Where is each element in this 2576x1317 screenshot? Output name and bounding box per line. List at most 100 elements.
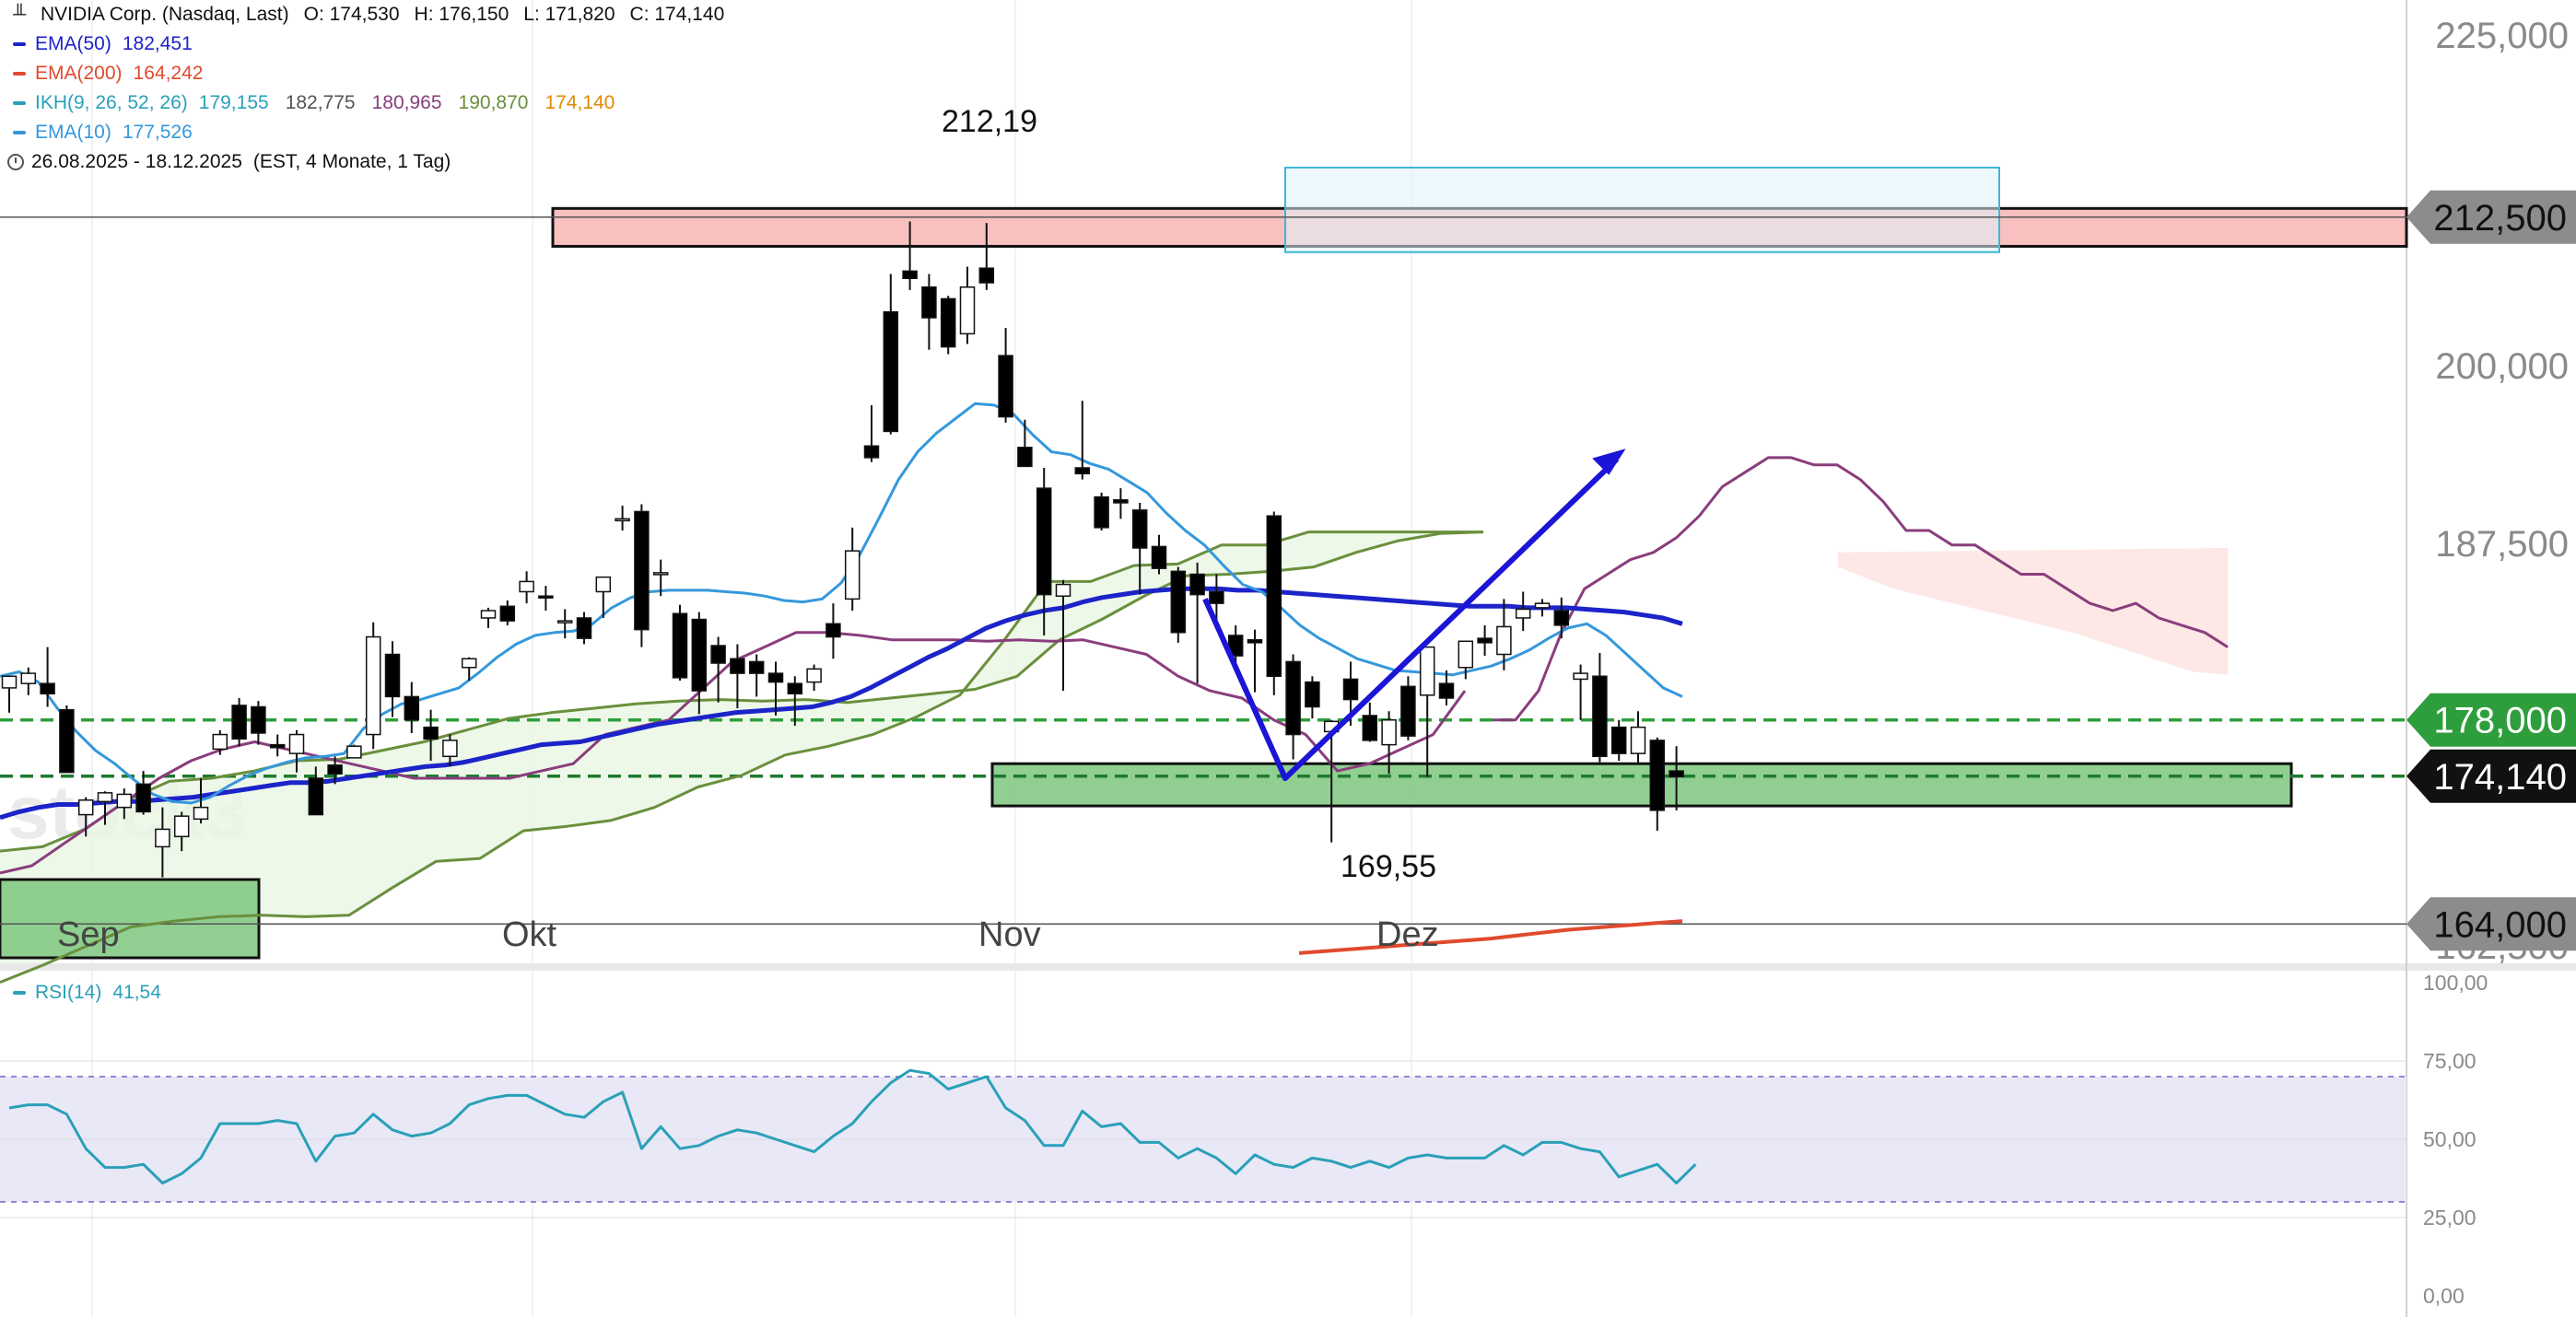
price-tag-label: 164,000 bbox=[2433, 904, 2567, 945]
rsi-y-tick: 25,00 bbox=[2423, 1206, 2476, 1230]
rsi-y-tick: 0,00 bbox=[2423, 1284, 2465, 1308]
price-tag: 212,500 bbox=[2406, 190, 2576, 244]
y-axis-tick: 187,500 bbox=[2435, 524, 2569, 565]
candle-body bbox=[1649, 740, 1666, 811]
candle-body bbox=[902, 270, 918, 280]
candle bbox=[921, 274, 937, 350]
arrow-head bbox=[1592, 449, 1626, 475]
candle-body bbox=[231, 705, 247, 740]
ikh-cloud-bear bbox=[1838, 548, 2228, 675]
candle-body bbox=[40, 682, 55, 694]
candle-body bbox=[767, 672, 784, 683]
candle-body bbox=[1266, 515, 1282, 678]
price-tag-label: 174,140 bbox=[2433, 757, 2567, 798]
indicator-row: EMA(10) 177,526 bbox=[0, 118, 829, 147]
candle-body bbox=[1610, 726, 1627, 754]
indicator-value: 182,451 bbox=[122, 33, 193, 54]
indicator-name: EMA(10) bbox=[35, 122, 111, 143]
candle-body bbox=[1113, 499, 1129, 504]
rsi-swatch bbox=[13, 991, 26, 995]
symbol-title: NVIDIA Corp. (Nasdaq, Last) bbox=[41, 4, 289, 25]
candle-body bbox=[1419, 646, 1435, 696]
candle bbox=[1170, 566, 1187, 643]
indicator-value: 164,242 bbox=[133, 63, 204, 84]
price-tag: 164,000 bbox=[2406, 897, 2576, 951]
candle-body bbox=[1189, 573, 1205, 596]
ikh-senkou-a-line bbox=[0, 530, 1484, 853]
x-axis-label: Okt bbox=[502, 915, 557, 954]
candle bbox=[384, 641, 401, 717]
ikh-cloud-bull bbox=[0, 531, 1483, 963]
candle-body bbox=[672, 612, 688, 679]
candle bbox=[288, 729, 305, 773]
indicator-swatch bbox=[13, 72, 26, 76]
candle bbox=[1, 675, 18, 713]
price-tag-bg bbox=[2406, 749, 2576, 803]
candle-body bbox=[135, 783, 151, 813]
support-zone-lower bbox=[0, 878, 261, 960]
candle-body bbox=[1305, 681, 1320, 708]
indicator-swatch bbox=[13, 42, 26, 46]
candle-body bbox=[461, 658, 477, 669]
candle-body bbox=[155, 828, 170, 848]
candle bbox=[212, 729, 228, 755]
candle-body bbox=[59, 708, 75, 774]
rsi-y-tick: 100,00 bbox=[2423, 971, 2488, 995]
candle-body bbox=[1573, 672, 1588, 681]
candle-body bbox=[1477, 637, 1493, 644]
chart-legend: ╨ NVIDIA Corp. (Nasdaq, Last) O: 174,530… bbox=[0, 0, 829, 177]
candle-body bbox=[1515, 608, 1531, 619]
candle-body bbox=[1458, 640, 1474, 669]
candle bbox=[327, 756, 343, 785]
candle-body bbox=[825, 623, 841, 638]
candle-body bbox=[116, 793, 133, 809]
candle-body bbox=[787, 682, 803, 694]
indicator-value: 177,526 bbox=[122, 122, 193, 143]
candle bbox=[1151, 534, 1167, 575]
candle-body bbox=[1592, 675, 1608, 758]
target-zone bbox=[1284, 166, 2000, 253]
price-tag-bg bbox=[2406, 897, 2576, 951]
candle bbox=[1094, 492, 1109, 531]
price-zones bbox=[0, 166, 2408, 960]
candle bbox=[615, 506, 630, 531]
candle bbox=[231, 697, 247, 747]
candle bbox=[1381, 711, 1397, 775]
x-axis-label: Nov bbox=[978, 915, 1041, 954]
ikh-kijun-line bbox=[1493, 456, 2229, 722]
candle-body bbox=[615, 518, 630, 522]
indicator-row: EMA(200) 164,242 bbox=[0, 59, 829, 88]
candle-body bbox=[77, 799, 94, 816]
candle-body bbox=[1285, 660, 1301, 736]
rsi-legend-value: 41,54 bbox=[112, 982, 161, 1003]
x-axis-label: Sep bbox=[57, 915, 120, 954]
period-detail: (EST, 4 Monate, 1 Tag) bbox=[252, 151, 451, 172]
candle bbox=[1419, 646, 1435, 777]
candle bbox=[1496, 599, 1512, 670]
candle bbox=[767, 661, 784, 716]
candle bbox=[461, 657, 477, 682]
candle bbox=[576, 612, 592, 645]
candle bbox=[251, 701, 266, 745]
indicator-swatch bbox=[13, 101, 26, 105]
candle-body bbox=[806, 668, 822, 683]
candle-body bbox=[538, 595, 554, 599]
candle-body bbox=[365, 635, 381, 736]
x-axis-label: Dez bbox=[1376, 915, 1439, 954]
candle bbox=[480, 607, 497, 629]
indicator-name: EMA(50) bbox=[35, 33, 111, 54]
candle-body bbox=[212, 733, 228, 751]
candle-body bbox=[97, 792, 113, 803]
candle-body bbox=[480, 610, 497, 619]
candle-body bbox=[404, 695, 420, 721]
y-axis-tick: 225,000 bbox=[2435, 16, 2569, 56]
candle-body bbox=[1553, 610, 1570, 626]
candle bbox=[959, 266, 976, 344]
candle bbox=[365, 622, 381, 750]
candle bbox=[730, 644, 745, 709]
low-value: L: 171,820 bbox=[523, 4, 615, 25]
candle bbox=[155, 807, 170, 878]
candle bbox=[1362, 702, 1378, 742]
candle bbox=[1649, 737, 1666, 831]
